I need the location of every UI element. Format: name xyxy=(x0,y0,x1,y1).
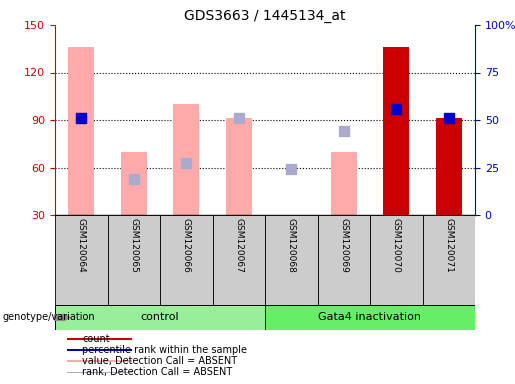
Bar xyxy=(108,215,160,305)
Text: GSM120067: GSM120067 xyxy=(234,218,243,273)
Point xyxy=(392,106,400,112)
Bar xyxy=(436,118,462,215)
Bar xyxy=(383,47,409,215)
Point xyxy=(77,115,85,121)
Point xyxy=(130,175,138,182)
Bar xyxy=(67,349,131,351)
Bar xyxy=(67,361,131,362)
Point xyxy=(444,115,453,121)
Text: percentile rank within the sample: percentile rank within the sample xyxy=(82,345,247,355)
Text: GSM120069: GSM120069 xyxy=(339,218,348,273)
Bar xyxy=(213,215,265,305)
Bar xyxy=(265,215,318,305)
Text: GSM120070: GSM120070 xyxy=(392,218,401,273)
Text: GSM120068: GSM120068 xyxy=(287,218,296,273)
Text: genotype/variation: genotype/variation xyxy=(3,313,95,323)
Bar xyxy=(265,305,475,330)
Bar xyxy=(370,215,422,305)
Text: control: control xyxy=(141,313,179,323)
Text: Gata4 inactivation: Gata4 inactivation xyxy=(318,313,421,323)
Bar xyxy=(121,152,147,215)
Text: rank, Detection Call = ABSENT: rank, Detection Call = ABSENT xyxy=(82,367,233,377)
Point xyxy=(339,128,348,134)
Text: GSM120064: GSM120064 xyxy=(77,218,86,273)
Title: GDS3663 / 1445134_at: GDS3663 / 1445134_at xyxy=(184,8,346,23)
Bar xyxy=(55,305,265,330)
Bar xyxy=(55,215,108,305)
Bar xyxy=(173,104,199,215)
Text: count: count xyxy=(82,334,110,344)
Bar xyxy=(422,215,475,305)
Text: GSM120071: GSM120071 xyxy=(444,218,453,273)
Text: GSM120066: GSM120066 xyxy=(182,218,191,273)
Bar xyxy=(160,215,213,305)
Point xyxy=(287,166,296,172)
Point xyxy=(182,160,191,166)
Bar xyxy=(318,215,370,305)
Bar xyxy=(67,338,131,340)
Bar xyxy=(331,152,357,215)
Point xyxy=(235,115,243,121)
Bar xyxy=(68,47,94,215)
Text: GSM120065: GSM120065 xyxy=(129,218,138,273)
Bar xyxy=(226,118,252,215)
Text: value, Detection Call = ABSENT: value, Detection Call = ABSENT xyxy=(82,356,237,366)
Bar xyxy=(67,371,131,373)
